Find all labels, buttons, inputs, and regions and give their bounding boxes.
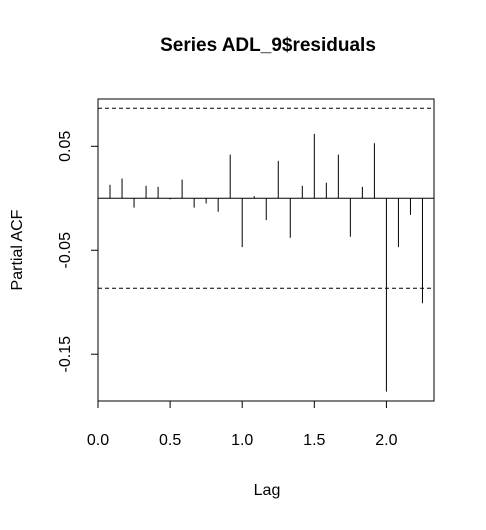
x-axis-label: Lag: [254, 482, 281, 499]
bars-layer: [109, 133, 423, 392]
y-axis-label: Partial ACF: [9, 209, 26, 290]
x-tick-label: 0.0: [87, 432, 109, 449]
y-tick-label: -0.15: [57, 336, 74, 373]
x-tick-label: 2.0: [375, 432, 397, 449]
plot-frame: [97, 98, 435, 402]
y-tick-label: 0.05: [57, 131, 74, 162]
confidence-bounds: [98, 107, 434, 289]
x-axis: 0.0 0.5 1.0 1.5 2.0: [87, 400, 398, 449]
x-tick-label: 0.5: [159, 432, 181, 449]
x-tick-label: 1.5: [303, 432, 325, 449]
y-axis: 0.05 -0.05 -0.15: [57, 131, 99, 373]
x-tick-label: 1.0: [231, 432, 253, 449]
y-tick-label: -0.05: [57, 232, 74, 269]
chart-title: Series ADL_9$residuals: [160, 35, 376, 56]
